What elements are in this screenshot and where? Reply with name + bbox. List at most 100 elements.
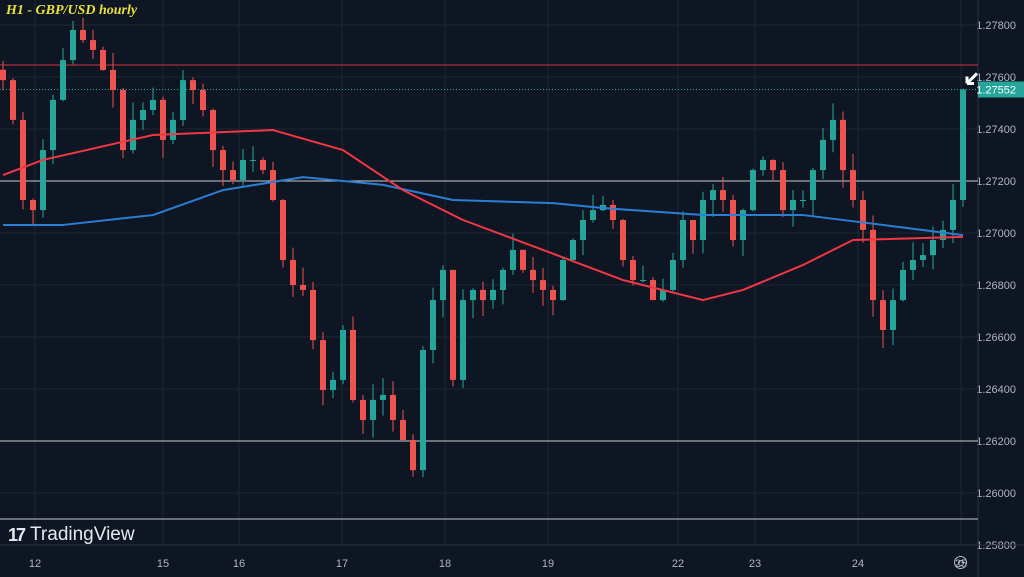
candle-body — [10, 80, 16, 120]
candle-body — [120, 90, 126, 151]
candle-body — [160, 99, 166, 140]
candle-body — [800, 199, 806, 201]
annotation-arrow-icon — [965, 72, 979, 85]
candle-body — [290, 260, 296, 285]
y-tick-label: 1.26600 — [976, 332, 1016, 344]
candle-body — [840, 119, 846, 171]
candle-body — [570, 240, 576, 261]
candle-body — [130, 119, 136, 151]
candle-body — [40, 150, 46, 211]
y-tick-label: 1.27400 — [976, 124, 1016, 136]
candle-body — [330, 379, 336, 391]
candle-body — [270, 170, 276, 200]
candle-body — [460, 300, 466, 380]
tradingview-logo-icon: 17 — [8, 524, 26, 545]
candle-body — [220, 150, 226, 171]
candle-body — [660, 289, 666, 301]
candle-body — [500, 269, 506, 290]
candle-body — [880, 300, 886, 330]
x-tick-label: 23 — [749, 558, 761, 570]
x-tick-label: 22 — [672, 558, 684, 570]
candle-body — [610, 204, 616, 220]
candle-body — [370, 399, 376, 420]
candle-body — [720, 190, 726, 200]
y-tick-label: 1.27000 — [976, 228, 1016, 240]
y-tick-label: 1.25800 — [976, 540, 1016, 552]
candle-body — [170, 119, 176, 140]
candle-body — [300, 285, 306, 290]
candle-body — [340, 329, 346, 380]
moving-average-line — [2, 129, 964, 302]
moving-average-line — [3, 176, 964, 237]
candle-body — [360, 399, 366, 420]
candle-body — [850, 170, 856, 200]
candle-body — [200, 90, 206, 111]
candle-body — [450, 269, 456, 380]
y-tick-label: 1.26000 — [976, 488, 1016, 500]
candle-body — [60, 60, 66, 100]
candle-body — [750, 170, 756, 211]
candle-body — [0, 69, 6, 81]
y-tick-label: 1.26200 — [976, 436, 1016, 448]
candle-body — [560, 260, 566, 301]
candle-body — [940, 229, 946, 241]
y-tick-label: 1.27600 — [976, 72, 1016, 84]
candle-body — [180, 80, 186, 120]
settings-gear-icon[interactable] — [954, 556, 967, 569]
candle-body — [210, 110, 216, 151]
candle-body — [400, 419, 406, 440]
candle-body — [410, 439, 416, 471]
candle-body — [590, 210, 596, 220]
candle-body — [820, 139, 826, 171]
candle-body — [470, 289, 476, 301]
candle-body — [700, 199, 706, 241]
y-tick-label: 1.27200 — [976, 176, 1016, 188]
candle-body — [140, 110, 146, 120]
candle-body — [930, 240, 936, 256]
candle-body — [90, 40, 96, 50]
candle-body — [770, 159, 776, 171]
candle-body — [690, 220, 696, 241]
current-price-label: 1.27552 — [976, 84, 1016, 96]
candle-body — [110, 69, 116, 90]
x-tick-label: 24 — [852, 558, 864, 570]
candle-body — [730, 199, 736, 241]
x-tick-label: 19 — [542, 558, 554, 570]
candle-body — [830, 119, 836, 140]
candle-body — [960, 89, 966, 200]
candle-body — [420, 350, 426, 471]
candle-body — [790, 199, 796, 211]
candle-body — [630, 260, 636, 281]
candle-body — [260, 159, 266, 171]
candle-body — [280, 199, 286, 261]
candle-body — [50, 99, 56, 151]
candle-body — [920, 255, 926, 261]
candle-body — [580, 220, 586, 241]
candle-body — [860, 199, 866, 230]
tradingview-logo: 17 TradingView — [8, 524, 135, 546]
current-price-badge — [978, 81, 1024, 98]
candle-body — [520, 249, 526, 270]
candle-body — [870, 229, 876, 301]
candle-body — [250, 159, 256, 161]
candle-body — [540, 280, 546, 290]
candle-body — [440, 269, 446, 301]
candle-body — [670, 260, 676, 290]
candle-body — [430, 300, 436, 350]
y-tick-label: 1.26800 — [976, 280, 1016, 292]
candle-body — [550, 289, 556, 301]
candle-body — [70, 29, 76, 61]
candle-body — [510, 249, 516, 270]
candle-body — [320, 340, 326, 391]
x-tick-label: 18 — [439, 558, 451, 570]
candle-body — [620, 220, 626, 261]
candle-body — [190, 80, 196, 90]
candle-body — [910, 260, 916, 270]
candle-body — [100, 49, 106, 70]
candle-body — [80, 29, 86, 41]
candle-body — [390, 394, 396, 420]
candle-body — [760, 159, 766, 171]
candle-body — [480, 289, 486, 301]
candle-body — [490, 289, 496, 301]
